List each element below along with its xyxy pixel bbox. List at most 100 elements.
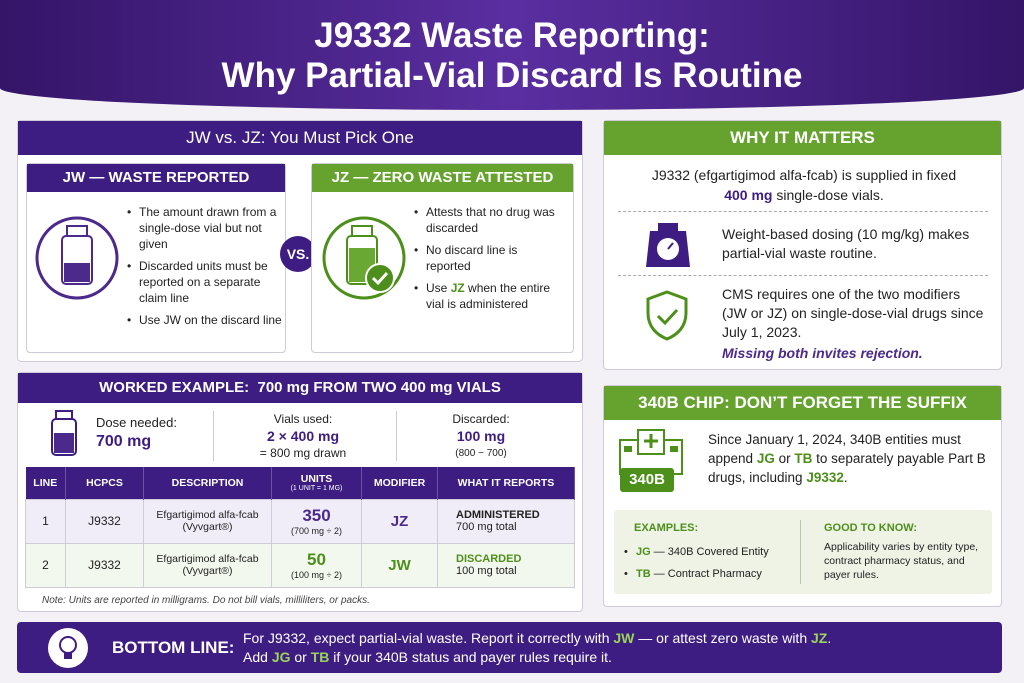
scale-icon [646, 223, 690, 267]
cell: Efgartigimod alfa-fcab (Vyvgart®) [143, 498, 272, 544]
modifier: TB [310, 649, 330, 665]
panel-title: WORKED EXAMPLE: 700 mg FROM TWO 400 mg V… [18, 373, 582, 403]
th: MODIFIER [361, 467, 438, 499]
cell: J9332 [65, 498, 144, 544]
report: ADMINISTERED [456, 509, 540, 521]
claim-table: LINE HCPCS DESCRIPTION UNITS (1 UNIT = 1 … [25, 467, 575, 588]
text: or [290, 649, 311, 665]
vial-icon [51, 410, 77, 456]
text: J9332 (efgartigimod alfa-fcab) is suppli… [651, 167, 957, 183]
cell: 350 (700 mg ÷ 2) [271, 498, 362, 544]
text: when the entire vial is administered [426, 281, 551, 311]
bulb-icon [48, 628, 88, 668]
text: single-dose vials. [772, 187, 884, 203]
intro: J9332 (efgartigimod alfa-fcab) is suppli… [644, 165, 964, 205]
separator [618, 211, 988, 212]
dose-value: 700 mg [96, 433, 152, 450]
panel-title: WHY IT MATTERS [604, 121, 1001, 155]
bullet: The amount drawn from a single-dose vial… [127, 204, 282, 252]
units: 350 [302, 506, 331, 525]
bullet: Use JW on the discard line [127, 312, 282, 328]
why-panel: WHY IT MATTERS J9332 (efgartigimod alfa-… [603, 120, 1002, 370]
modifier: JZ [811, 630, 828, 646]
line: (Vyvgart®) [182, 521, 233, 533]
emphasis: 400 mg [724, 187, 773, 203]
examples-box: EXAMPLES: JG — 340B Covered Entity TB — … [614, 510, 992, 594]
worked-example-panel: WORKED EXAMPLE: 700 mg FROM TWO 400 mg V… [17, 372, 583, 612]
example: TB — Contract Pharmacy [624, 566, 794, 582]
discard-summary: Discarded: 100 mg (800 − 700) [396, 411, 566, 462]
bottom-line: BOTTOM LINE: For J9332, expect partial-v… [17, 622, 1002, 673]
th: HCPCS [65, 467, 144, 499]
bullet: Attests that no drug was discarded [414, 204, 564, 236]
cell: ADMINISTERED 700 mg total [437, 498, 575, 544]
bottom-text: For J9332, expect partial-vial waste. Re… [243, 629, 831, 667]
line: Efgartigimod alfa-fcab [156, 509, 259, 521]
text: to separately payable Part B drugs, incl… [708, 451, 986, 485]
vs-badge: VS. [280, 236, 316, 272]
text: . [843, 470, 848, 485]
divider [396, 411, 397, 461]
card-title: JW — WASTE REPORTED [27, 164, 285, 192]
header-row: LINE HCPCS DESCRIPTION UNITS (1 UNIT = 1 … [25, 467, 575, 499]
icon-label: 340B [620, 468, 674, 492]
note: (800 − 700) [455, 448, 507, 459]
row: 2 J9332 Efgartigimod alfa-fcab (Vyvgart®)… [25, 542, 575, 588]
units-calc: (700 mg ÷ 2) [291, 526, 342, 536]
text: — 340B Covered Entity [650, 546, 769, 558]
text: Use [426, 281, 451, 295]
divider [800, 520, 801, 584]
example: JG — 340B Covered Entity [624, 544, 794, 560]
modifier: JW [613, 630, 635, 646]
dosing: Weight-based dosing (10 mg/kg) makes par… [722, 226, 970, 261]
chip-text: Since January 1, 2024, 340B entities mus… [708, 430, 993, 487]
text: if your 340B status and payer rules requ… [329, 649, 612, 665]
bullet: Use JZ when the entire vial is administe… [414, 280, 564, 312]
modifier: TB [794, 451, 813, 466]
warning: Missing both invites rejection. [722, 345, 923, 361]
text: Since January 1, 2024, 340B entities mus… [708, 432, 961, 466]
text: For J9332, expect partial-vial waste. Re… [243, 630, 614, 646]
th: UNITS (1 UNIT = 1 MG) [271, 467, 362, 499]
note: = 800 mg drawn [259, 446, 347, 460]
cell: Efgartigimod alfa-fcab (Vyvgart®) [143, 542, 272, 588]
vials-summary: Vials used: 2 × 400 mg = 800 mg drawn [213, 411, 393, 462]
cell: JW [361, 542, 438, 588]
label: Vials used: [273, 412, 333, 426]
examples-title: EXAMPLES: [634, 522, 699, 534]
header: J9332 Waste Reporting: Why Partial-Vial … [0, 0, 1024, 110]
bullet: No discard line is reported [414, 242, 564, 274]
text: . [827, 630, 832, 646]
report-note: 100 mg total [456, 565, 517, 577]
cell: 1 [25, 498, 66, 544]
line: For J9332, expect partial-vial waste. Re… [243, 629, 831, 648]
title-line: Why Partial-Vial Discard Is Routine [221, 56, 803, 95]
jz-bullets: Attests that no drug was discarded No di… [414, 204, 564, 318]
text: — Contract Pharmacy [650, 568, 762, 580]
modifier: JZ [450, 281, 465, 295]
title-line: J9332 Waste Reporting: [314, 16, 710, 55]
report: DISCARDED [456, 553, 522, 565]
cell: 2 [25, 542, 66, 588]
modifier: JG [636, 546, 651, 558]
vial-icon [35, 216, 119, 300]
good-text: Applicability varies by entity type, con… [824, 541, 979, 581]
text: — or attest zero waste with [634, 630, 811, 646]
examples-list: JG — 340B Covered Entity TB — Contract P… [624, 544, 794, 588]
jw-bullets: The amount drawn from a single-dose vial… [127, 204, 282, 334]
value: 100 mg [456, 428, 506, 444]
chip-340b-panel: 340B CHIP: DON’T FORGET THE SUFFIX 340B … [603, 385, 1002, 607]
cell: JZ [361, 498, 438, 544]
comparison-panel: JW vs. JZ: You Must Pick One JW — WASTE … [17, 120, 583, 362]
panel-title: 340B CHIP: DON’T FORGET THE SUFFIX [604, 386, 1001, 420]
jw-card: JW — WASTE REPORTED The amount drawn fro… [26, 163, 286, 353]
row: 1 J9332 Efgartigimod alfa-fcab (Vyvgart®)… [25, 498, 575, 544]
shield-icon [646, 290, 688, 341]
cell: 50 (100 mg ÷ 2) [271, 542, 362, 588]
modifier: JG [756, 451, 775, 466]
line: Efgartigimod alfa-fcab [156, 553, 259, 565]
value: 2 × 400 mg [267, 428, 339, 444]
table-wrap: LINE HCPCS DESCRIPTION UNITS (1 UNIT = 1 … [25, 467, 575, 588]
